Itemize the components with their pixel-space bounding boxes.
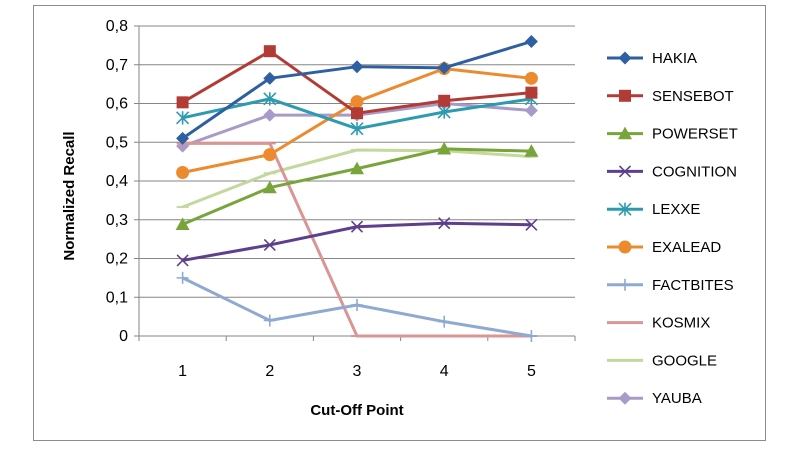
legend-label: KOSMIX	[652, 315, 710, 332]
data-point	[525, 86, 538, 99]
data-point	[438, 94, 451, 107]
data-point	[350, 122, 364, 136]
legend: HAKIA SENSEBOT POWERSET COGNITION LEXXE EXALE…	[607, 50, 738, 407]
legend-item-cognition: COGNITION	[607, 163, 737, 180]
data-point	[176, 131, 190, 145]
legend-item-kosmix: KOSMIX	[607, 315, 710, 332]
series-powerset	[175, 141, 539, 230]
series-group	[175, 35, 539, 342]
data-point	[619, 89, 631, 102]
data-point	[176, 254, 189, 267]
y-tick-label: 0,8	[106, 18, 128, 35]
y-tick-label: 0	[119, 328, 128, 345]
data-point	[351, 299, 363, 311]
data-point	[176, 165, 190, 179]
data-point	[524, 35, 538, 48]
series-sensebot	[176, 45, 538, 120]
data-point	[263, 148, 277, 162]
data-point	[351, 107, 363, 120]
data-point	[524, 71, 538, 85]
data-point	[263, 45, 276, 58]
data-point	[350, 95, 364, 109]
y-tick-label: 0,2	[106, 251, 128, 268]
series-hakia	[176, 35, 538, 145]
legend-label: EXALEAD	[652, 239, 721, 256]
data-point	[350, 60, 364, 74]
legend-item-exalead: EXALEAD	[607, 239, 721, 256]
y-tick-label: 0,7	[106, 57, 128, 74]
legend-label: FACTBITES	[652, 277, 734, 294]
legend-label: COGNITION	[652, 163, 737, 180]
x-tick-labels: 1 2 3 4 5	[178, 363, 536, 380]
data-point	[524, 103, 538, 117]
legend-item-hakia: HAKIA	[607, 50, 697, 67]
data-point	[263, 238, 276, 252]
data-point	[176, 111, 190, 125]
x-tick-label: 1	[178, 363, 187, 380]
series-line	[182, 221, 532, 262]
data-point	[350, 220, 364, 233]
data-point	[524, 144, 539, 157]
data-point	[437, 141, 452, 155]
data-point	[618, 202, 632, 216]
legend-item-sensebot: SENSEBOT	[607, 88, 734, 105]
grid-lines	[134, 25, 576, 341]
data-point	[618, 391, 632, 405]
data-point	[525, 330, 538, 342]
series-exalead	[176, 62, 538, 179]
data-point	[618, 126, 632, 140]
x-tick-label: 2	[265, 363, 274, 380]
series-lexxe	[176, 92, 538, 136]
chart-frame	[33, 5, 766, 441]
data-point	[175, 217, 190, 230]
x-axis-title: Cut-Off Point	[310, 402, 403, 419]
data-point	[263, 92, 277, 106]
legend-item-google: GOOGLE	[607, 352, 717, 369]
data-point	[263, 314, 276, 327]
y-tick-label: 0,3	[106, 212, 128, 229]
data-point	[438, 315, 451, 328]
y-tick-labels: 0 0,1 0,2 0,3 0,4 0,5 0,6 0,7 0,8	[106, 18, 128, 345]
data-point	[262, 180, 277, 194]
y-tick-label: 0,5	[106, 134, 128, 151]
legend-item-yauba: YAUBA	[607, 390, 702, 407]
data-point	[176, 271, 189, 284]
data-point	[437, 61, 451, 75]
series-factbites	[176, 271, 538, 342]
data-point	[263, 71, 277, 85]
legend-label: LEXXE	[652, 201, 700, 218]
data-point	[525, 218, 538, 231]
data-point	[438, 217, 451, 230]
legend-label: GOOGLE	[652, 352, 717, 369]
y-axis-title: Normalized Recall	[61, 131, 78, 260]
series-google	[176, 148, 538, 209]
legend-label: SENSEBOT	[652, 88, 734, 105]
data-point	[618, 240, 632, 254]
y-tick-label: 0,6	[106, 96, 128, 113]
legend-label: HAKIA	[652, 50, 697, 67]
data-point	[618, 165, 632, 178]
data-point	[619, 278, 631, 291]
data-point	[618, 51, 632, 65]
x-tick-label: 5	[527, 363, 536, 380]
legend-item-factbites: FACTBITES	[607, 277, 734, 294]
series-line	[182, 148, 532, 209]
data-point	[350, 161, 364, 175]
legend-item-lexxe: LEXXE	[607, 201, 700, 218]
x-tick-label: 3	[353, 363, 362, 380]
data-point	[263, 108, 277, 122]
legend-label: POWERSET	[652, 126, 738, 143]
x-tick-label: 4	[440, 363, 449, 380]
legend-item-powerset: POWERSET	[607, 126, 738, 143]
y-tick-label: 0,4	[106, 173, 128, 190]
data-point	[176, 96, 189, 109]
series-cognition	[176, 217, 538, 267]
y-tick-label: 0,1	[106, 289, 128, 306]
legend-label: YAUBA	[652, 390, 702, 407]
data-point	[437, 105, 451, 119]
